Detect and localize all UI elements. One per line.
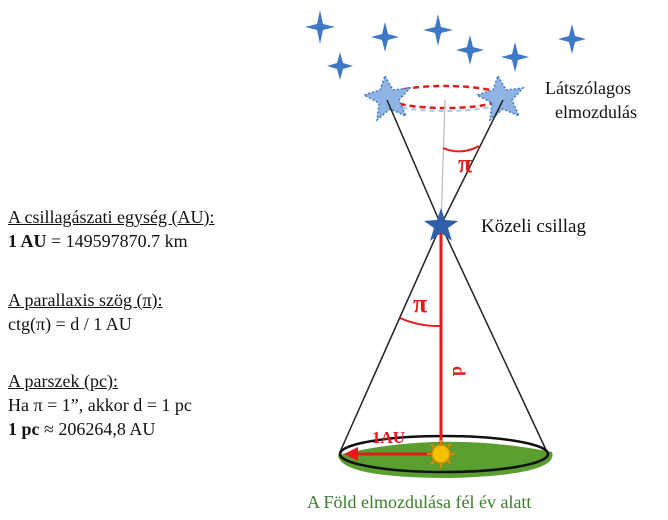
au-definition: 1 AU = 149597870.7 km [8, 230, 188, 252]
distant-star [558, 24, 586, 54]
distant-star [305, 10, 335, 44]
au-value: = 149597870.7 km [46, 231, 188, 251]
au-heading: A csillagászati egység (AU): [8, 207, 215, 227]
upper-axis [440, 99, 446, 226]
parsec-bold: 1 pc [8, 419, 40, 439]
distant-star [327, 52, 353, 80]
upper-cone-left [386, 99, 442, 226]
lower-pi-label: π [413, 289, 427, 318]
sun-icon [427, 440, 455, 468]
earth-orbit-ellipse [338, 434, 550, 474]
apparent-shift-label-line2: elmozdulás [555, 102, 637, 122]
lower-cone-left [339, 224, 442, 453]
apparent-star-right [475, 74, 525, 122]
earth-motion-caption: A Föld elmozdulása fél év alatt [307, 492, 532, 512]
au-arrow-head [344, 447, 358, 461]
nearby-star-label: Közeli csillag [481, 216, 586, 237]
parsec-definition: 1 pc ≈ 206264,8 AU [8, 418, 155, 440]
distant-stars [305, 10, 586, 80]
au-arrow-label: 1AU [372, 428, 405, 447]
distance-label: d [449, 366, 469, 376]
au-bold: 1 AU [8, 231, 47, 251]
upper-pi-label: π [458, 149, 472, 178]
upper-cone-right [440, 99, 504, 226]
parallax-heading: A parallaxis szög (π): [8, 290, 163, 310]
distant-star [501, 42, 529, 72]
parsec-heading: A parszek (pc): [8, 371, 118, 391]
apparent-star-left [362, 74, 412, 122]
parsec-value: ≈ 206264,8 AU [39, 419, 156, 439]
distant-star [371, 22, 399, 52]
distant-star [423, 14, 453, 46]
lower-cone-right [440, 224, 548, 453]
lower-pi-arc [399, 317, 442, 328]
upper-pi-arc [442, 145, 480, 153]
parsec-condition: Ha π = 1”, akkor d = 1 pc [8, 395, 192, 415]
parallax-formula: ctg(π) = d / 1 AU [8, 314, 132, 334]
apparent-shift-label-line1: Látszólagos [545, 78, 631, 98]
distant-star [456, 35, 484, 65]
nearby-star-icon [424, 208, 458, 241]
